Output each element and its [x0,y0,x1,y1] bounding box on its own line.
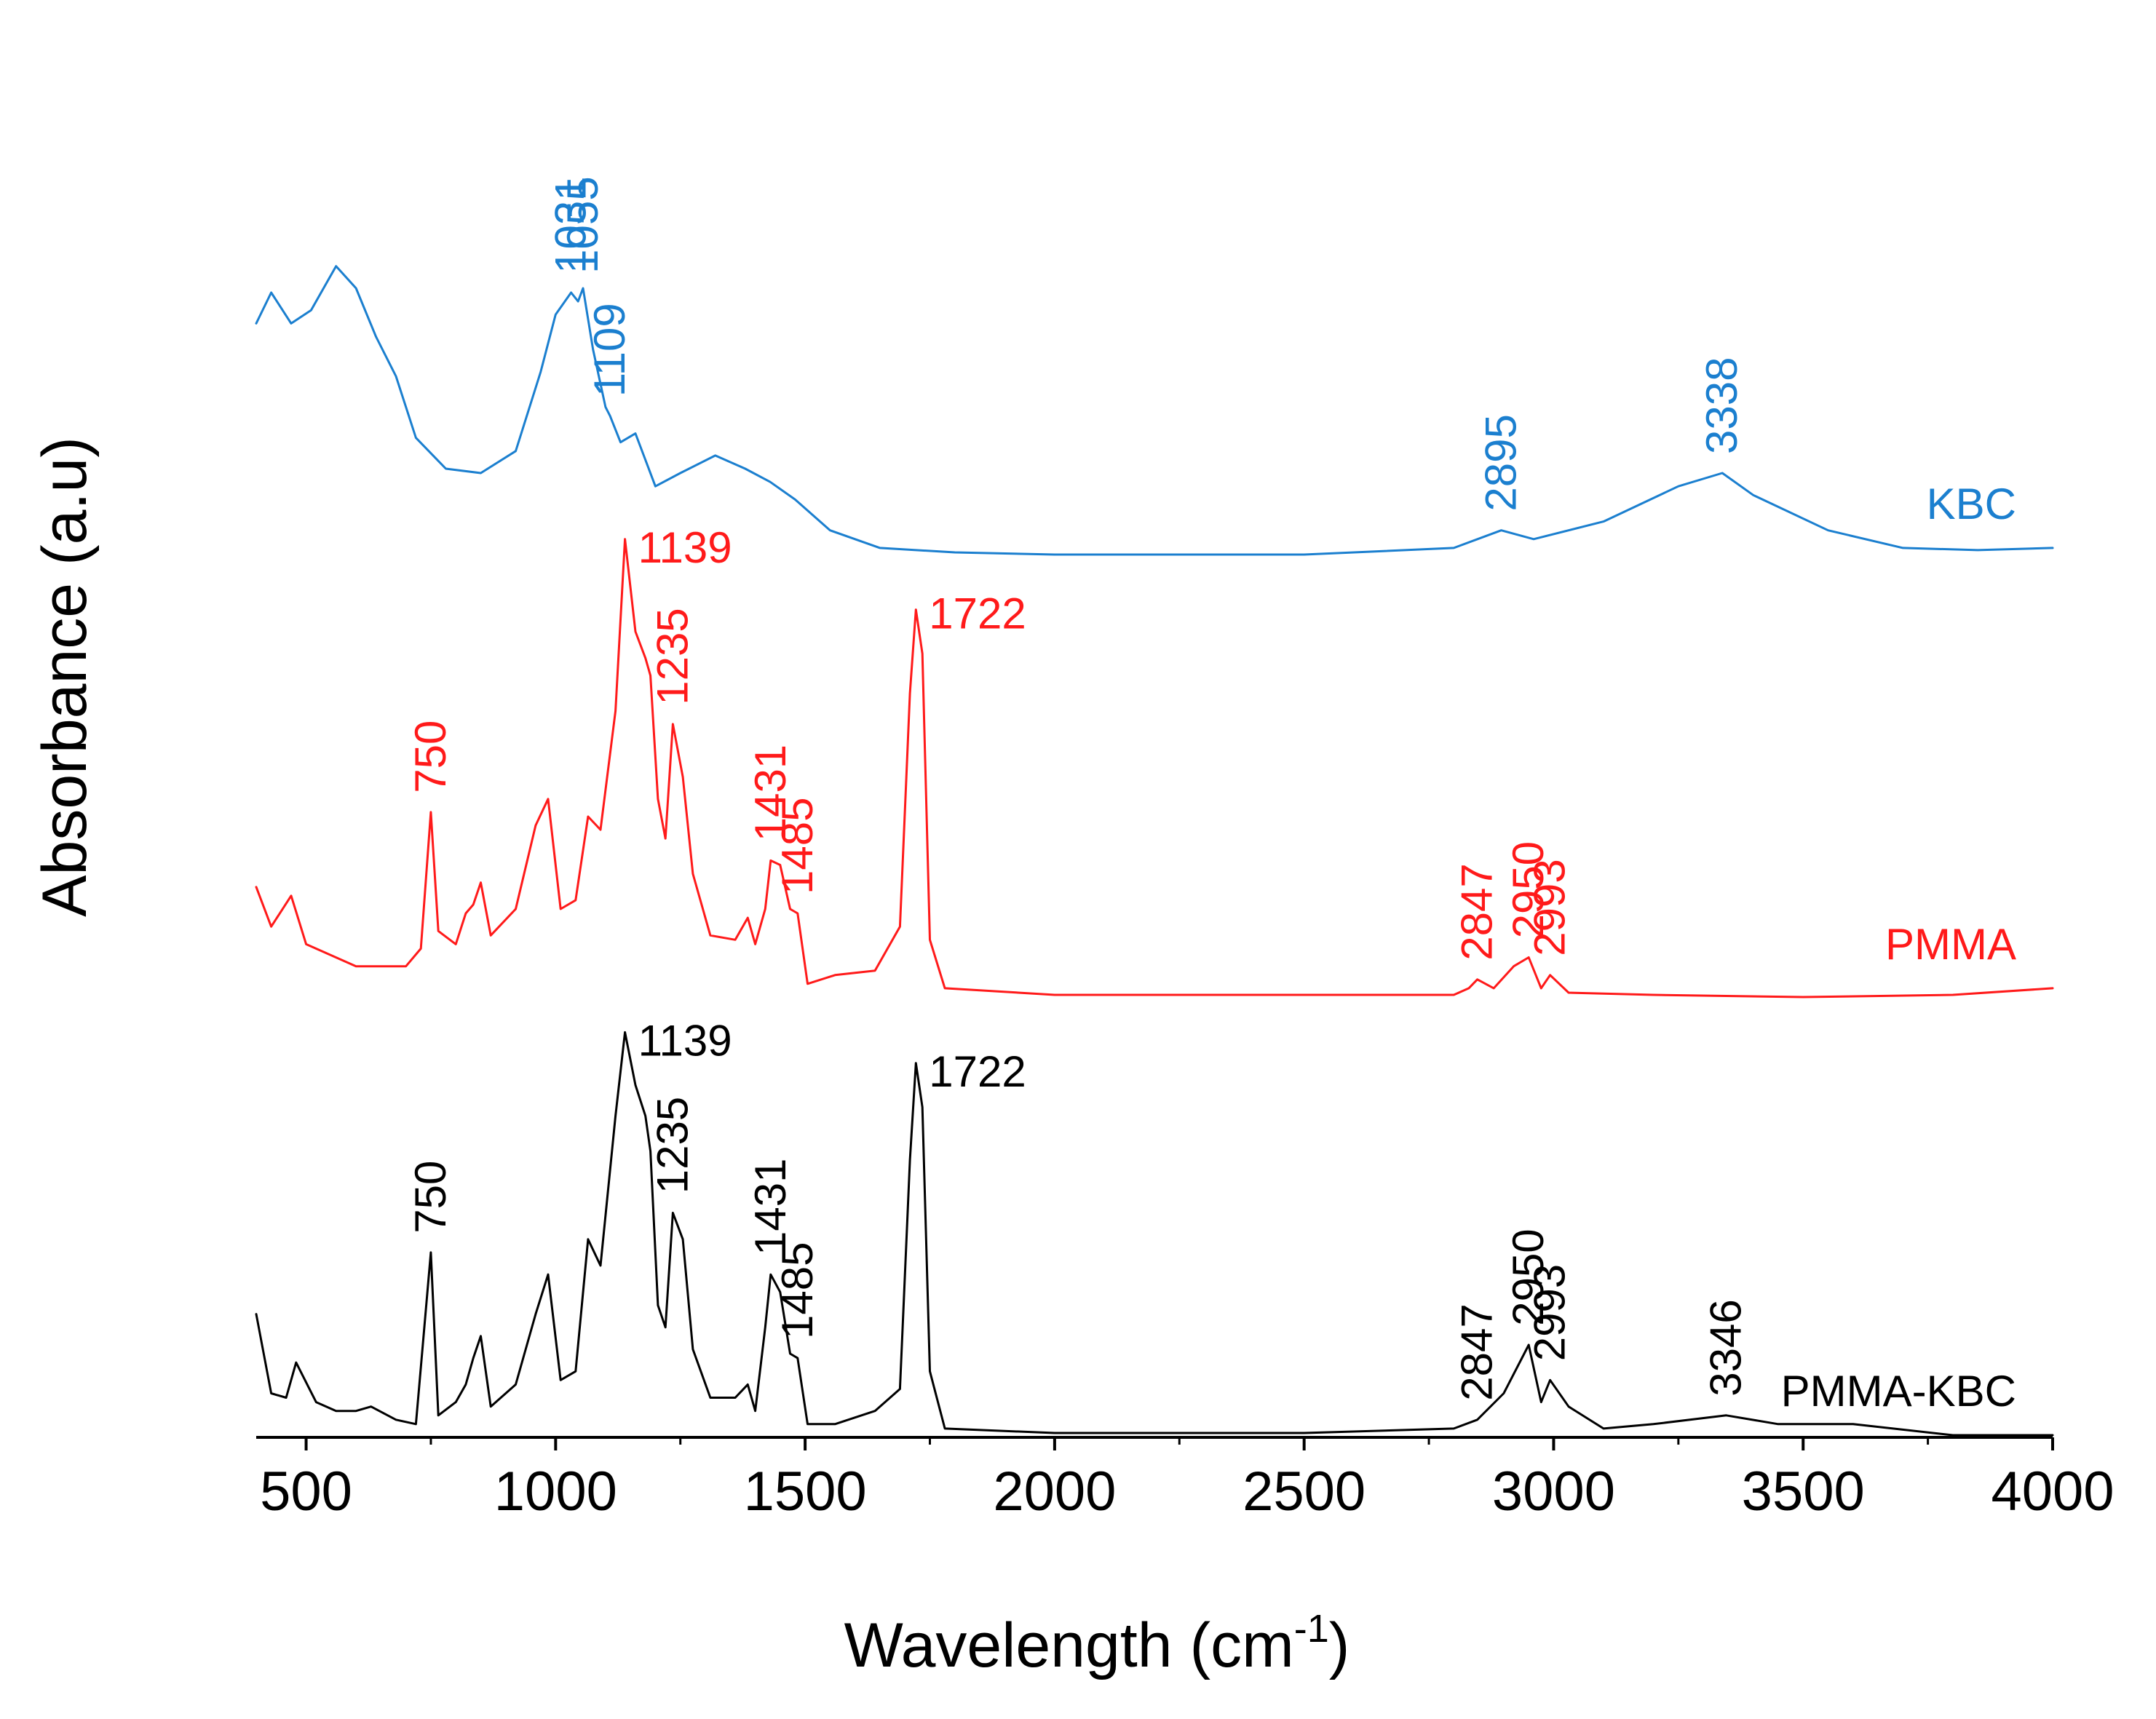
peak-label-pmma-kbc-1722: 1722 [929,1047,1026,1096]
peak-label-pmma-kbc-1139: 1139 [638,1017,732,1065]
peak-label-kbc-1055: 1055 [558,176,607,273]
series-label-pmma-kbc: PMMA-KBC [1781,1367,2016,1416]
peak-label-pmma-1485: 1485 [773,798,822,894]
x-axis-title-suffix: ) [1329,1611,1350,1680]
x-tick-label-2000: 2000 [993,1461,1116,1523]
x-tick-label-500: 500 [260,1461,352,1523]
peak-label-kbc-1031: 1031 [547,176,595,273]
peak-label-pmma-kbc-1485: 1485 [773,1242,822,1339]
x-tick-label-4000: 4000 [1991,1461,2114,1523]
peak-label-pmma-kbc-1431: 1431 [746,1159,795,1255]
peak-label-kbc-2895: 2895 [1477,414,1526,511]
peak-label-pmma-2993: 2993 [1526,859,1574,956]
peak-label-pmma-kbc-3346: 3346 [1702,1299,1751,1396]
series-label-pmma: PMMA [1885,920,2016,969]
x-axis-title-superscript: -1 [1294,1607,1329,1651]
peak-label-layer: 1031105511092895333811391722750123514311… [406,176,1751,1400]
x-tick-label-1000: 1000 [494,1461,617,1523]
peak-label-pmma-kbc-2847: 2847 [1453,1303,1502,1400]
series-line-pmma [255,538,2054,999]
peak-label-pmma-1235: 1235 [648,608,697,704]
x-axis-title: Wavelength (cm-1) [844,1607,1350,1680]
x-axis: 500 1000 1500 2000 2500 3000 3500 4000 [256,1436,2115,1523]
peak-label-pmma-kbc-2950: 2950 [1504,1228,1553,1325]
x-tick-label-2500: 2500 [1243,1461,1366,1523]
x-ticks: 500 1000 1500 2000 2500 3000 3500 4000 [260,1437,2115,1523]
series-label-kbc: KBC [1927,480,2016,528]
peak-label-pmma-kbc-1235: 1235 [648,1097,697,1194]
peak-label-pmma-kbc-2993: 2993 [1526,1264,1574,1361]
series-line-pmma-kbc [255,1031,2054,1437]
series-layer: KBC PMMA PMMA-KBC [255,265,2054,1437]
peak-label-kbc-3338: 3338 [1697,357,1746,454]
x-tick-label-3500: 3500 [1742,1461,1865,1523]
peak-label-pmma-kbc-750: 750 [406,1161,455,1234]
x-tick-label-1500: 1500 [744,1461,867,1523]
peak-label-pmma-2950: 2950 [1504,841,1553,938]
peak-label-pmma-1431: 1431 [746,745,795,841]
series-line-kbc [255,265,2054,556]
peak-label-pmma-750: 750 [406,720,455,793]
peak-label-kbc-1109: 1109 [585,303,634,397]
peak-label-pmma-1722: 1722 [929,589,1026,638]
peak-label-pmma-1139: 1139 [638,523,732,572]
y-axis-title: Absorbance (a.u) [30,437,100,917]
x-axis-title-text: Wavelength (cm [844,1611,1294,1680]
peak-label-pmma-2847: 2847 [1453,863,1502,960]
x-tick-label-3000: 3000 [1492,1461,1615,1523]
